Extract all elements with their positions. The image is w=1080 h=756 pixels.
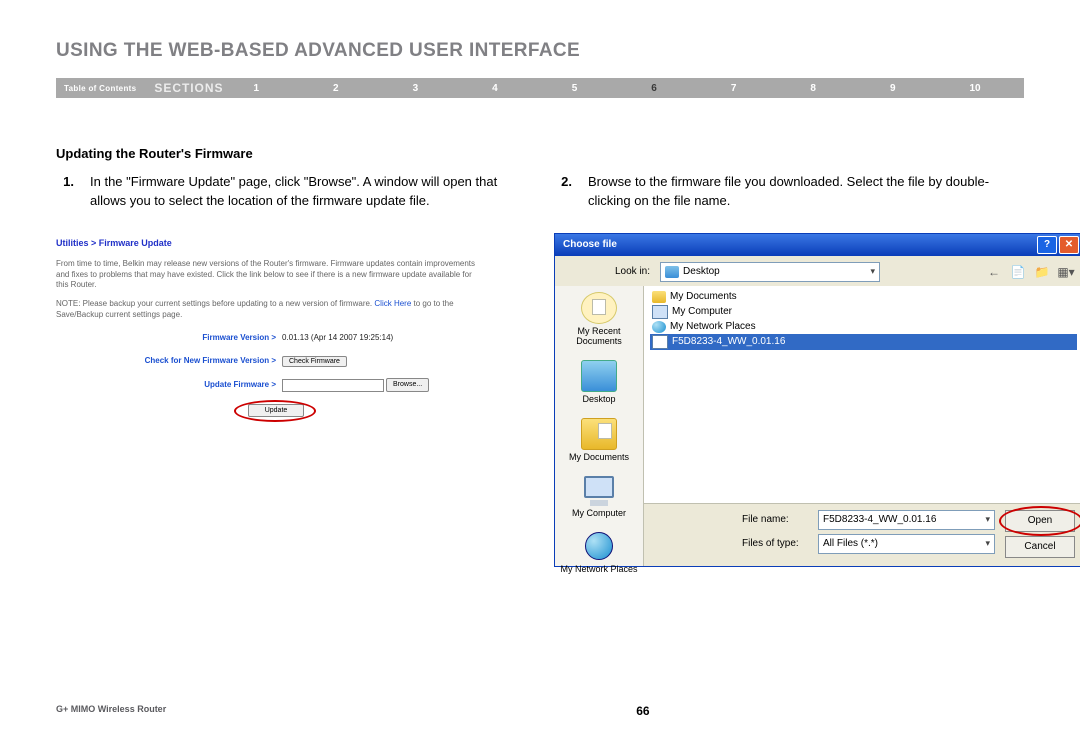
lookin-label: Look in: — [615, 266, 650, 277]
fw-version-value: 0.01.13 (Apr 14 2007 19:25:14) — [282, 333, 393, 344]
step-1-text: In the "Firmware Update" page, click "Br… — [90, 173, 510, 211]
file-listing: My Documents My Computer My Network Plac… — [644, 286, 1080, 504]
nav-section-10[interactable]: 10 — [970, 83, 981, 94]
nav-bar: Table of Contents SECTIONS 1 2 3 4 5 6 7… — [56, 78, 1024, 98]
step-2-text: Browse to the firmware file you download… — [588, 173, 1024, 211]
fw-note-pre: NOTE: Please backup your current setting… — [56, 299, 374, 308]
list-item-mydocs[interactable]: My Documents — [650, 290, 1077, 304]
mydocs-icon — [581, 418, 617, 450]
fw-info-1: From time to time, Belkin may release ne… — [56, 259, 476, 291]
sidebar-netplaces[interactable]: My Network Places — [555, 528, 643, 584]
back-icon[interactable]: ← — [985, 263, 1003, 281]
nav-section-7[interactable]: 7 — [731, 83, 737, 94]
folder-icon — [652, 291, 666, 303]
sidebar-recent-label: My Recent Documents — [557, 326, 641, 346]
desktop-icon-large — [581, 360, 617, 392]
list-item-label: My Network Places — [670, 321, 756, 332]
network-icon — [652, 321, 666, 333]
nav-section-5[interactable]: 5 — [572, 83, 578, 94]
recent-icon — [581, 292, 617, 324]
dialog-title: Choose file — [559, 239, 1035, 250]
nav-section-9[interactable]: 9 — [890, 83, 896, 94]
lookin-dropdown[interactable]: Desktop ▾ — [660, 262, 880, 282]
fw-check-label: Check for New Firmware Version > — [56, 356, 282, 367]
dialog-sidebar: My Recent Documents Desktop My Documents — [555, 286, 644, 566]
fw-version-label: Firmware Version > — [56, 333, 282, 344]
section-heading: Updating the Router's Firmware — [56, 146, 1024, 161]
computer-icon — [652, 305, 668, 319]
sidebar-mycomp-label: My Computer — [557, 508, 641, 518]
fw-info-2: NOTE: Please backup your current setting… — [56, 299, 476, 321]
nav-sections-label: SECTIONS — [154, 81, 253, 95]
open-button[interactable]: Open — [1005, 510, 1075, 532]
nav-section-8[interactable]: 8 — [810, 83, 816, 94]
filetype-value: All Files (*.*) — [823, 538, 878, 549]
fw-clickhere-link[interactable]: Click Here — [374, 299, 411, 308]
footer-product: G+ MIMO Wireless Router — [56, 704, 166, 718]
lookin-value: Desktop — [683, 266, 720, 277]
cancel-button[interactable]: Cancel — [1005, 536, 1075, 558]
views-icon[interactable]: ▦▾ — [1057, 263, 1075, 281]
nav-section-1[interactable]: 1 — [253, 83, 259, 94]
filename-field[interactable]: F5D8233-4_WW_0.01.16 — [818, 510, 995, 530]
check-firmware-button[interactable]: Check Firmware — [282, 356, 347, 367]
firmware-update-panel: Utilities > Firmware Update From time to… — [56, 237, 510, 418]
up-icon[interactable]: 📄 — [1009, 263, 1027, 281]
netplaces-icon — [582, 532, 616, 562]
filetype-field[interactable]: All Files (*.*) — [818, 534, 995, 554]
list-item-mycomp[interactable]: My Computer — [650, 304, 1077, 320]
list-item-firmware-file[interactable]: F5D8233-4_WW_0.01.16 — [650, 334, 1077, 350]
newfolder-icon[interactable]: 📁 — [1033, 263, 1051, 281]
mycomp-icon — [582, 476, 616, 506]
update-button[interactable]: Update — [248, 404, 305, 417]
step-1-number: 1. — [56, 173, 74, 211]
page-title: USING THE WEB-BASED ADVANCED USER INTERF… — [56, 40, 1024, 62]
sidebar-mycomp[interactable]: My Computer — [555, 472, 643, 528]
list-item-label: My Documents — [670, 291, 737, 302]
list-item-label: My Computer — [672, 306, 732, 317]
nav-section-4[interactable]: 4 — [492, 83, 498, 94]
choose-file-dialog: Choose file ? ✕ Look in: Desktop ▾ ← 📄 📁 — [554, 233, 1080, 567]
fw-update-label: Update Firmware > — [56, 380, 282, 391]
fw-breadcrumb: Utilities > Firmware Update — [56, 237, 510, 249]
sidebar-mydocs-label: My Documents — [557, 452, 641, 462]
nav-section-3[interactable]: 3 — [413, 83, 419, 94]
filename-label: File name: — [742, 514, 812, 525]
dialog-help-button[interactable]: ? — [1037, 236, 1057, 254]
fw-file-input[interactable] — [282, 379, 384, 392]
sidebar-recent[interactable]: My Recent Documents — [555, 288, 643, 356]
sidebar-desktop-label: Desktop — [557, 394, 641, 404]
file-icon — [652, 335, 668, 349]
desktop-icon — [665, 266, 679, 278]
footer-page-number: 66 — [636, 704, 649, 718]
nav-section-2[interactable]: 2 — [333, 83, 339, 94]
filename-value: F5D8233-4_WW_0.01.16 — [823, 514, 936, 525]
nav-toc[interactable]: Table of Contents — [56, 84, 154, 93]
dialog-close-button[interactable]: ✕ — [1059, 236, 1079, 254]
sidebar-desktop[interactable]: Desktop — [555, 356, 643, 414]
filetype-label: Files of type: — [742, 538, 812, 549]
nav-section-6[interactable]: 6 — [651, 83, 657, 94]
sidebar-netplaces-label: My Network Places — [557, 564, 641, 574]
sidebar-mydocs[interactable]: My Documents — [555, 414, 643, 472]
browse-button[interactable]: Browse... — [386, 378, 429, 391]
list-item-netplaces[interactable]: My Network Places — [650, 320, 1077, 334]
list-item-label: F5D8233-4_WW_0.01.16 — [672, 336, 785, 347]
step-2-number: 2. — [554, 173, 572, 211]
